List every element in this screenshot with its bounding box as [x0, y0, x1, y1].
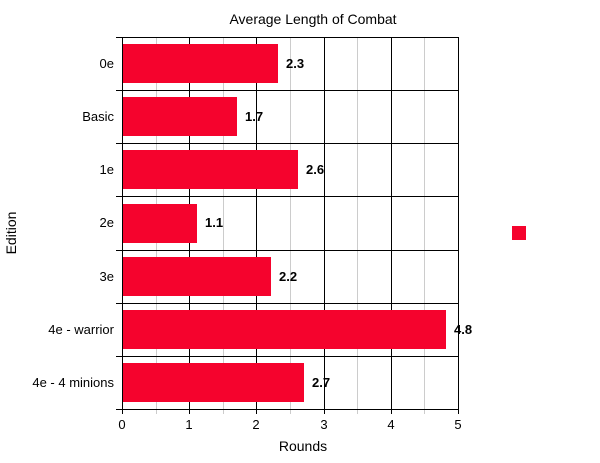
- bar-value-label: 2.7: [312, 375, 331, 390]
- chart-title: Average Length of Combat: [229, 11, 397, 27]
- bar: [123, 97, 237, 136]
- legend-swatch: [512, 226, 526, 240]
- x-tick-label: 3: [320, 417, 328, 432]
- bar: [123, 363, 304, 402]
- row-separator: [116, 90, 458, 91]
- gridline-major: [391, 37, 392, 409]
- bar-value-label: 2.3: [286, 56, 305, 71]
- x-axis-tick: [223, 409, 224, 414]
- x-axis-tick: [189, 409, 190, 414]
- row-separator: [116, 37, 458, 38]
- x-tick-label: 2: [252, 417, 260, 432]
- x-tick-label: 0: [118, 417, 126, 432]
- gridline-major: [324, 37, 325, 409]
- x-tick-label: 4: [387, 417, 395, 432]
- bar: [123, 44, 278, 83]
- gridline-major: [256, 37, 257, 409]
- category-label: 0e: [99, 56, 114, 71]
- category-label: 2e: [99, 215, 114, 230]
- x-axis-tick: [156, 409, 157, 414]
- category-label: 3e: [99, 269, 114, 284]
- bar: [123, 204, 197, 243]
- x-axis-line: [116, 409, 458, 410]
- category-label: 4e - 4 minions: [32, 375, 114, 390]
- row-separator: [116, 356, 458, 357]
- bar: [123, 257, 271, 296]
- gridline-minor: [357, 37, 358, 409]
- bar: [123, 310, 446, 349]
- x-axis-tick: [424, 409, 425, 414]
- x-axis-tick: [324, 409, 325, 414]
- row-separator: [116, 303, 458, 304]
- x-tick-label: 5: [454, 417, 462, 432]
- gridline-minor: [223, 37, 224, 409]
- gridline-minor: [424, 37, 425, 409]
- x-axis-tick: [458, 409, 459, 414]
- category-label: 1e: [99, 162, 114, 177]
- bar: [123, 150, 298, 189]
- x-tick-label: 1: [185, 417, 193, 432]
- x-axis-tick: [391, 409, 392, 414]
- bar-value-label: 1.1: [205, 215, 224, 230]
- bar-value-label: 1.7: [245, 109, 264, 124]
- category-label: Basic: [82, 109, 114, 124]
- row-separator: [116, 250, 458, 251]
- y-axis-title: Edition: [3, 211, 19, 255]
- bar-value-label: 2.2: [279, 269, 298, 284]
- row-separator: [116, 196, 458, 197]
- plot-area: 2.3 0e 1.7 Basic 2.6 1e 1.1 2e 2.2 3e 4.8 4e - warr…: [32, 37, 472, 432]
- x-axis-tick: [357, 409, 358, 414]
- category-label: 4e - warrior: [48, 322, 114, 337]
- gridline-major: [458, 37, 459, 409]
- row-separator: [116, 143, 458, 144]
- gridline-minor: [290, 37, 291, 409]
- bar-value-label: 4.8: [454, 322, 473, 337]
- x-axis-tick: [256, 409, 257, 414]
- bar-value-label: 2.6: [306, 162, 325, 177]
- x-axis-tick: [290, 409, 291, 414]
- x-axis-title: Rounds: [278, 438, 328, 454]
- y-axis-line: [122, 37, 123, 414]
